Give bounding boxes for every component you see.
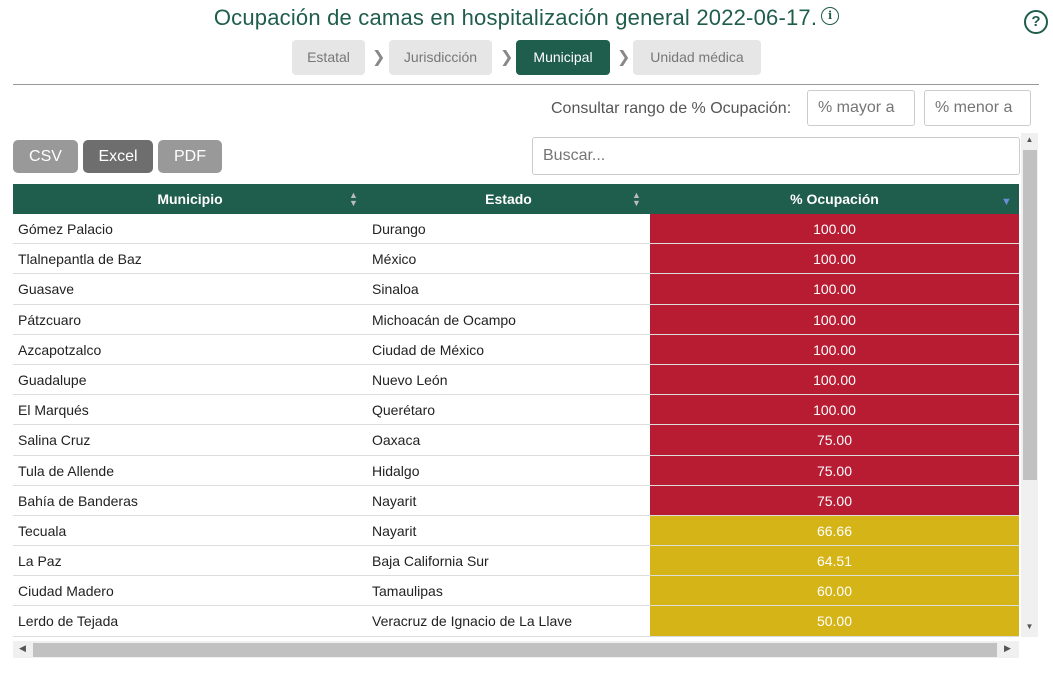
help-icon[interactable]: ?	[1024, 10, 1048, 34]
scroll-up-icon[interactable]: ▲	[1025, 135, 1034, 144]
cell-estado: Tamaulipas	[372, 583, 443, 600]
table-row[interactable]: Guasave Sinaloa 100.00	[13, 274, 1019, 305]
search-input[interactable]	[532, 137, 1020, 175]
chevron-right-icon: ❯	[372, 49, 386, 66]
table-row[interactable]: La Paz Baja California Sur 64.51	[13, 546, 1019, 577]
column-header-municipio[interactable]: Municipio	[157, 191, 223, 207]
cell-municipio: La Paz	[18, 553, 62, 570]
cell-ocupacion: 50.00	[650, 606, 1019, 636]
cell-ocupacion: 66.66	[650, 515, 1019, 546]
cell-municipio: Guadalupe	[18, 371, 87, 388]
table-row[interactable]: Lerdo de Tejada Veracruz de Ignacio de La…	[13, 606, 1019, 637]
excel-button[interactable]: Excel	[83, 140, 153, 173]
horizontal-scroll-thumb[interactable]	[33, 643, 997, 657]
cell-estado: Hidalgo	[372, 462, 420, 479]
cell-municipio: Tlalnepantla de Baz	[18, 251, 142, 268]
cell-ocupacion: 75.00	[650, 485, 1019, 515]
cell-municipio: Tula de Allende	[18, 462, 114, 479]
scroll-down-icon[interactable]: ▼	[1025, 622, 1034, 631]
breadcrumb-municipal[interactable]: Municipal	[516, 40, 610, 75]
cell-ocupacion: 100.00	[650, 244, 1019, 274]
cell-estado: Ciudad de México	[372, 341, 485, 358]
min-percent-input[interactable]	[807, 90, 915, 126]
column-header-estado[interactable]: Estado	[485, 191, 532, 207]
cell-municipio: El Marqués	[18, 402, 89, 419]
cell-municipio: Ciudad Madero	[18, 583, 114, 600]
cell-estado: Querétaro	[372, 402, 436, 419]
table-body: Gómez Palacio Durango 100.00 Tlalnepantla d…	[13, 214, 1019, 637]
cell-estado: Durango	[372, 221, 426, 237]
csv-button[interactable]: CSV	[13, 140, 78, 173]
table-row[interactable]: Azcapotzalco Ciudad de México 100.00	[13, 334, 1019, 365]
cell-estado: Nuevo León	[372, 371, 448, 388]
scroll-left-icon[interactable]: ◀	[19, 643, 26, 653]
vertical-scroll-thumb[interactable]	[1023, 150, 1037, 480]
cell-municipio: Lerdo de Tejada	[18, 613, 119, 630]
cell-ocupacion: 75.00	[650, 425, 1019, 455]
breadcrumb-estatal[interactable]: Estatal	[292, 40, 365, 75]
cell-ocupacion: 100.00	[650, 364, 1019, 395]
cell-estado: Baja California Sur	[372, 553, 489, 570]
pdf-button[interactable]: PDF	[158, 140, 222, 173]
info-icon[interactable]: i	[821, 7, 840, 25]
breadcrumb-jurisdiccion[interactable]: Jurisdicción	[389, 40, 492, 75]
table-row[interactable]: Ciudad Madero Tamaulipas 60.00	[13, 576, 1019, 607]
cell-municipio: Bahía de Banderas	[18, 492, 138, 509]
cell-ocupacion: 64.51	[650, 546, 1019, 576]
cell-municipio: Tecuala	[18, 522, 67, 539]
cell-ocupacion: 100.00	[650, 334, 1019, 364]
table-row[interactable]: Gómez Palacio Durango 100.00	[13, 214, 1019, 245]
table-row[interactable]: El Marqués Querétaro 100.00	[13, 395, 1019, 426]
table-row[interactable]: Guadalupe Nuevo León 100.00	[13, 364, 1019, 396]
cell-municipio: Azcapotzalco	[18, 341, 102, 358]
sort-desc-icon[interactable]: ▼	[1001, 196, 1012, 208]
range-label: Consultar rango de % Ocupación:	[551, 100, 792, 117]
cell-ocupacion: 75.00	[650, 455, 1019, 485]
cell-estado: Oaxaca	[372, 432, 421, 449]
divider	[13, 84, 1039, 85]
cell-municipio: Guasave	[18, 281, 75, 298]
cell-ocupacion: 100.00	[650, 304, 1019, 334]
max-percent-input[interactable]	[924, 90, 1031, 126]
cell-ocupacion: 100.00	[650, 214, 1019, 244]
chevron-right-icon: ❯	[617, 49, 631, 66]
cell-ocupacion: 100.00	[650, 274, 1019, 304]
breadcrumb-unidad-medica[interactable]: Unidad médica	[633, 40, 761, 75]
cell-ocupacion: 100.00	[650, 395, 1019, 425]
cell-estado: Nayarit	[372, 522, 417, 539]
scroll-right-icon[interactable]: ▶	[1004, 643, 1011, 653]
cell-estado: México	[372, 251, 417, 268]
cell-estado: Michoacán de Ocampo	[372, 311, 516, 328]
cell-estado: Nayarit	[372, 492, 417, 509]
cell-estado: Veracruz de Ignacio de La Llave	[372, 613, 573, 630]
cell-municipio: Pátzcuaro	[18, 311, 82, 328]
cell-municipio: Salina Cruz	[18, 432, 91, 449]
cell-ocupacion: 60.00	[650, 576, 1019, 606]
data-table: Municipio ▲ ▼ Estado ▲ ▼ % Ocupación ▼ Góm…	[13, 184, 1019, 637]
table-row[interactable]: Tlalnepantla de Baz México 100.00	[13, 244, 1019, 275]
cell-municipio: Gómez Palacio	[18, 221, 113, 237]
sort-icon[interactable]: ▲ ▼	[632, 190, 641, 208]
table-row[interactable]: Tula de Allende Hidalgo 75.00	[13, 455, 1019, 486]
cell-estado: Sinaloa	[372, 281, 419, 298]
sort-icon[interactable]: ▲ ▼	[349, 190, 358, 208]
table-row[interactable]: Pátzcuaro Michoacán de Ocampo 100.00	[13, 304, 1019, 335]
table-row[interactable]: Salina Cruz Oaxaca 75.00	[13, 425, 1019, 456]
table-header: Municipio ▲ ▼ Estado ▲ ▼ % Ocupación ▼	[13, 184, 1019, 214]
column-header-ocupacion[interactable]: % Ocupación	[790, 191, 879, 207]
chevron-right-icon: ❯	[500, 49, 514, 66]
table-row[interactable]: Bahía de Banderas Nayarit 75.00	[13, 485, 1019, 516]
table-row[interactable]: Tecuala Nayarit 66.66	[13, 515, 1019, 547]
page-title: Ocupación de camas en hospitalización ge…	[0, 5, 1053, 31]
